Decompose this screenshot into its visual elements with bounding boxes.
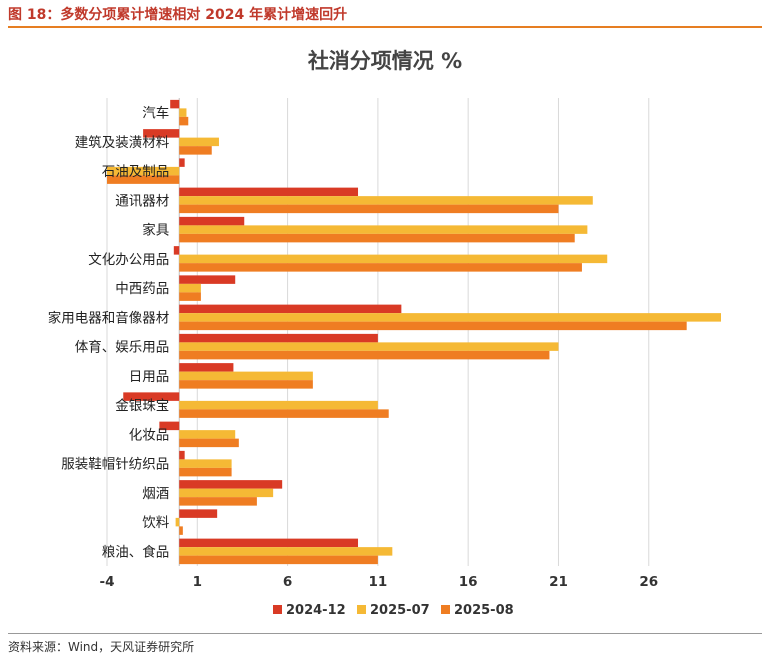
tick-label-2: 6	[283, 574, 292, 590]
bar-2025-07-4	[179, 225, 588, 234]
legend-swatch-1	[357, 605, 366, 614]
tick-label-5: 21	[549, 574, 568, 590]
bar-2024-12-5	[173, 246, 180, 255]
category-label-5: 文化办公用品	[88, 252, 169, 268]
bar-2024-12-3	[179, 187, 359, 197]
legend-label-0: 2024-12	[286, 603, 346, 618]
bar-2025-08-10	[179, 409, 389, 418]
bar-2024-12-12	[179, 450, 185, 460]
bar-2025-08-3	[179, 204, 559, 214]
legend-swatch-2	[441, 605, 450, 614]
bar-2025-08-1	[179, 146, 212, 155]
x-axis-ticks: -4 1 6 11 16 21 26	[100, 574, 659, 590]
grid-lines	[106, 98, 650, 566]
bar-2025-07-10	[179, 400, 378, 410]
bar-2025-08-9	[179, 380, 313, 389]
category-label-7: 家用电器和音像器材	[48, 309, 170, 326]
bar-2025-07-11	[179, 430, 236, 439]
category-label-15: 粮油、食品	[102, 543, 170, 560]
tick-label-6: 26	[639, 574, 658, 590]
bar-2024-12-14	[179, 509, 218, 518]
category-label-2: 石油及制品	[102, 164, 170, 180]
legend: 2024-12 2025-07 2025-08	[273, 603, 514, 618]
category-label-9: 日用品	[129, 369, 170, 385]
bars	[107, 99, 721, 565]
bar-2025-08-14	[179, 526, 183, 535]
category-labels: 汽车建筑及装潢材料石油及制品通讯器材家具文化办公用品中西药品家用电器和音像器材体…	[48, 105, 170, 561]
bar-2024-12-11	[159, 421, 180, 431]
category-label-12: 服装鞋帽针纺织品	[61, 457, 169, 473]
bar-2024-12-9	[179, 363, 234, 372]
bar-2024-12-2	[179, 158, 185, 167]
bar-chart: 社消分项情况 % 汽车建筑及装潢材料石油及制品通讯器材家具文化办公用品中西药品家…	[48, 49, 721, 618]
category-label-13: 烟酒	[142, 486, 169, 502]
bar-2024-12-8	[179, 333, 378, 343]
caption-divider	[8, 26, 762, 28]
bar-2024-12-6	[179, 275, 236, 284]
category-label-10: 金银珠宝	[115, 398, 169, 414]
category-label-1: 建筑及装潢材料	[75, 135, 170, 151]
bar-2025-08-15	[179, 555, 378, 565]
bar-2025-08-5	[179, 263, 582, 272]
bar-2025-07-1	[179, 137, 219, 147]
source-note: 资料来源：Wind，天风证券研究所	[8, 640, 195, 654]
bar-2025-08-8	[179, 350, 550, 360]
source-divider	[8, 633, 762, 634]
category-label-0: 汽车	[142, 105, 169, 122]
category-label-4: 家具	[142, 222, 169, 239]
figure-caption: 图 18：多数分项累计增速相对 2024 年累计增速回升	[8, 7, 348, 23]
category-label-6: 中西药品	[115, 281, 169, 297]
bar-2024-12-10	[123, 392, 180, 401]
bar-2024-12-0	[170, 99, 180, 109]
bar-2024-12-1	[143, 129, 180, 138]
bar-2025-08-11	[179, 438, 239, 448]
tick-label-0: -4	[100, 574, 115, 590]
category-label-14: 饮料	[142, 515, 169, 531]
category-label-11: 化妆品	[129, 427, 170, 443]
bar-2025-07-7	[179, 313, 721, 322]
category-label-8: 体育、娱乐用品	[75, 340, 170, 356]
bar-2025-07-9	[179, 371, 313, 381]
legend-swatch-0	[273, 605, 282, 614]
bar-2024-12-7	[179, 304, 402, 314]
bar-2025-08-13	[179, 497, 257, 506]
bar-2025-08-4	[179, 233, 575, 243]
legend-label-2: 2025-08	[454, 603, 514, 618]
bar-2024-12-4	[179, 216, 245, 226]
bar-2025-07-14	[175, 517, 180, 527]
bar-2025-07-15	[179, 547, 393, 556]
bar-2024-12-15	[179, 538, 359, 548]
bar-2025-07-12	[179, 459, 232, 468]
bar-2025-08-0	[179, 116, 189, 126]
bar-2025-07-13	[179, 488, 274, 498]
category-label-3: 通讯器材	[115, 193, 169, 209]
bar-2025-08-12	[179, 467, 232, 477]
bar-2025-08-6	[179, 292, 201, 301]
bar-2025-07-5	[179, 254, 608, 264]
bar-2024-12-13	[179, 480, 283, 489]
tick-label-4: 16	[459, 574, 478, 590]
bar-2025-07-2	[107, 166, 180, 176]
bar-2025-07-8	[179, 342, 559, 351]
bar-2025-07-0	[179, 108, 187, 117]
chart-title: 社消分项情况 %	[307, 49, 462, 73]
legend-label-1: 2025-07	[370, 603, 430, 618]
tick-label-3: 11	[368, 574, 387, 590]
bar-2025-07-6	[179, 283, 201, 293]
bar-2025-07-3	[179, 196, 593, 205]
bar-2025-08-7	[179, 321, 687, 331]
bar-2025-08-2	[107, 175, 180, 184]
tick-label-1: 1	[193, 574, 202, 590]
